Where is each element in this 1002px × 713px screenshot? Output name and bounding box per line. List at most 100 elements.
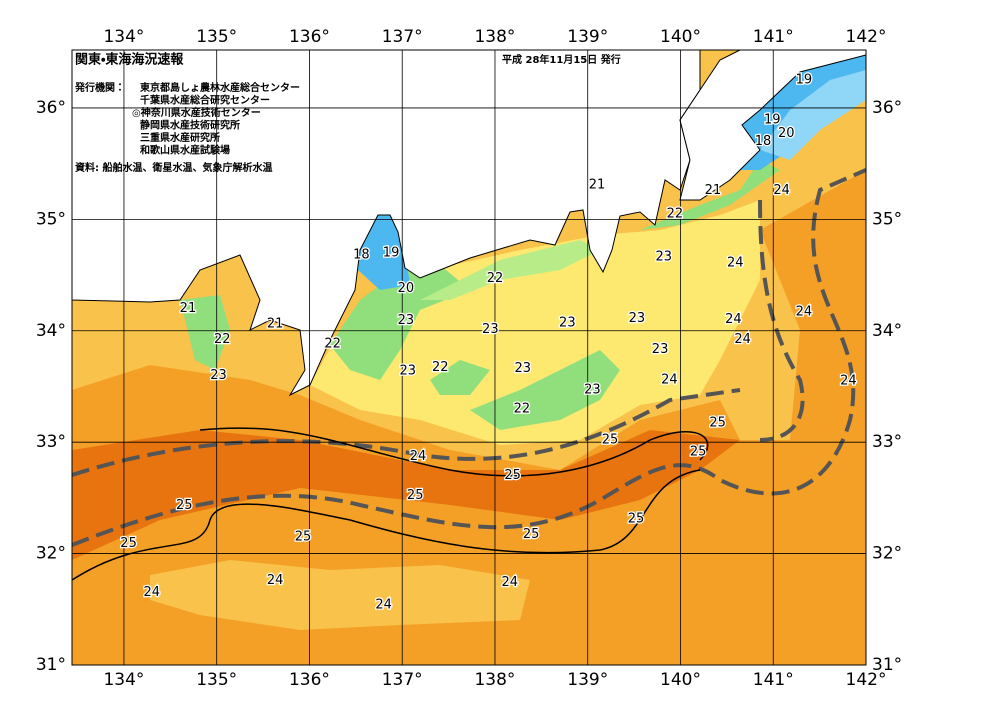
contour-label: 25 [295,529,312,544]
lon-label-top: 142° [846,27,887,47]
kuroshio-axis [72,168,866,547]
contour-label: 23 [482,322,499,337]
contour-label: 18 [353,248,370,263]
contour-label: 22 [432,360,449,375]
contour-label: 19 [764,113,781,128]
lat-label-right: 33° [872,432,902,452]
yellow-area [310,200,760,445]
contour-label: 25 [690,445,707,460]
green-area [470,350,620,430]
green-area [180,295,230,370]
map-surface [72,50,866,665]
green-area [640,160,780,230]
contour-label: 20 [398,281,415,296]
lon-label-top: 134° [103,27,144,47]
light-blue-area [760,70,866,160]
title: 関東・東海海況速報 [75,52,184,68]
contour-label: 19 [796,73,813,88]
lat-label-right: 36° [872,98,902,118]
contour-label: 21 [180,301,197,316]
contour-label: 23 [210,368,227,383]
lat-label-right: 34° [872,321,902,341]
lat-label-left: 35° [36,209,66,229]
lat-label-right: 31° [872,655,902,675]
publisher: 和歌山県水産試験場 [139,144,230,157]
contour-label: 23 [398,313,415,328]
contour-label: 24 [725,312,742,327]
lon-label-bottom: 139° [567,670,608,690]
publisher: 千葉県水産総合研究センター [140,94,270,107]
lon-label-top: 141° [753,27,794,47]
contour-label: 20 [778,126,795,141]
lon-label-top: 136° [289,27,330,47]
lon-label-top: 140° [660,27,701,47]
contour-label: 23 [400,363,417,378]
contour-label: 25 [628,512,645,527]
contour-label: 23 [652,342,669,357]
contour-label: 22 [667,206,684,221]
contour-label: 24 [661,372,678,387]
publisher: 静岡県水産技術研究所 [140,119,240,132]
light-green-area [420,240,600,300]
kuroshio-axis [72,388,741,477]
contour-label: 21 [267,317,284,332]
lat-label-left: 31° [36,655,66,675]
contour-label: 24 [410,449,427,464]
contour-label: 25 [120,536,137,551]
publisher: 三重県水産研究所 [140,131,220,144]
lon-label-bottom: 140° [660,670,701,690]
contour-label: 21 [589,177,606,192]
contour-label: 24 [267,573,284,588]
contour-label: 24 [773,183,790,198]
publisher: ◎神奈川県水産技術センター [132,106,261,119]
contour-label: 22 [214,332,231,347]
lon-label-bottom: 134° [103,670,144,690]
lon-label-top: 139° [567,27,608,47]
contour-label: 23 [584,382,601,397]
contour-label: 24 [502,575,519,590]
contour-label: 25 [407,488,424,503]
contour-label: 23 [656,250,673,265]
lat-label-left: 34° [36,321,66,341]
publisher: 東京都島しょ農林水産総合センター [140,81,300,94]
contour-label: 25 [504,468,521,483]
lon-label-top: 137° [382,27,423,47]
contour-label: 19 [383,245,400,260]
land [72,50,701,397]
lon-label-bottom: 136° [289,670,330,690]
publishers: 東京都島しょ農林水産総合センター千葉県水産総合研究センター◎神奈川県水産技術セン… [132,81,300,157]
contour-label: 24 [840,373,857,388]
contour-label: 18 [755,134,772,149]
lat-label-left: 36° [36,98,66,118]
lat-label-right: 32° [872,544,902,564]
publishers-label: 発行機関： [74,81,125,94]
lat-label-right: 35° [872,209,902,229]
isotherm [199,427,709,477]
contour-label: 24 [727,255,744,270]
contour-label: 25 [176,498,193,513]
lon-label-top: 135° [196,27,237,47]
contour-label: 25 [709,416,726,431]
contour-label: 22 [514,401,531,416]
lon-label-top: 138° [474,27,515,47]
kuroshio-axis [758,199,805,442]
warm-yellow-area [150,560,530,630]
lon-label-bottom: 142° [846,670,887,690]
lon-label-bottom: 135° [196,670,237,690]
contour-label: 24 [143,585,160,600]
lat-label-left: 32° [36,544,66,564]
lon-label-bottom: 137° [382,670,423,690]
contour-label: 22 [324,337,341,352]
contour-label: 23 [559,315,576,330]
contour-label: 25 [602,432,619,447]
isotherm [72,469,701,581]
contour-label: 24 [796,304,813,319]
lat-label-left: 33° [36,432,66,452]
kuroshio-band [72,430,740,560]
sources: 資料: 船舶水温、衛星水温、気象庁解析水温 [75,161,272,174]
green-area [430,360,490,395]
contour-label: 24 [734,332,751,347]
land [679,50,866,201]
contour-label: 21 [705,183,722,198]
